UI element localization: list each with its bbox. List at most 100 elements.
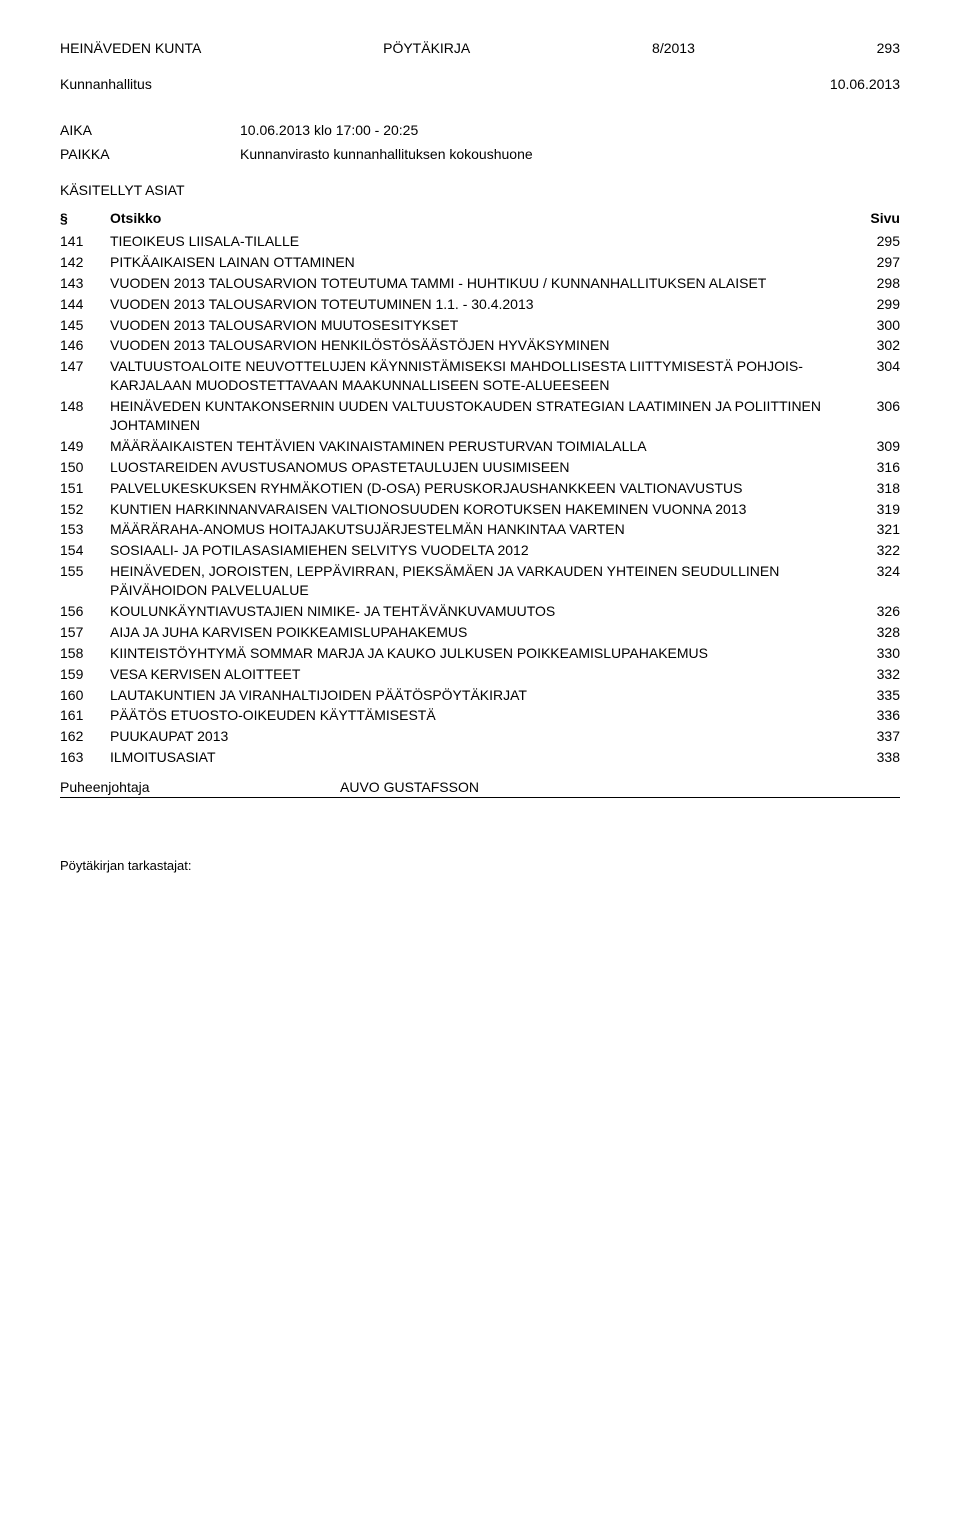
toc-item-num: 149 bbox=[60, 437, 110, 456]
toc-item-page: 332 bbox=[850, 665, 900, 684]
toc-item: 159VESA KERVISEN ALOITTEET332 bbox=[60, 665, 900, 684]
toc-header-num: § bbox=[60, 210, 110, 226]
toc-item: 143VUODEN 2013 TALOUSARVION TOTEUTUMA TA… bbox=[60, 274, 900, 293]
toc-item-page: 322 bbox=[850, 541, 900, 560]
toc-item-title: SOSIAALI- JA POTILASASIAMIEHEN SELVITYS … bbox=[110, 541, 850, 560]
toc-item-num: 152 bbox=[60, 500, 110, 519]
bottom-note: Pöytäkirjan tarkastajat: bbox=[60, 858, 900, 873]
toc-item: 158KIINTEISTÖYHTYMÄ SOMMAR MARJA JA KAUK… bbox=[60, 644, 900, 663]
toc-item: 162PUUKAUPAT 2013337 bbox=[60, 727, 900, 746]
doc-number: 8/2013 bbox=[652, 40, 695, 56]
toc-item-page: 316 bbox=[850, 458, 900, 477]
document-subheader: Kunnanhallitus 10.06.2013 bbox=[60, 76, 900, 92]
toc-item-page: 326 bbox=[850, 602, 900, 621]
toc-item-title: MÄÄRÄAIKAISTEN TEHTÄVIEN VAKINAISTAMINEN… bbox=[110, 437, 850, 456]
toc-item-num: 163 bbox=[60, 748, 110, 767]
toc-item: 147VALTUUSTOALOITE NEUVOTTELUJEN KÄYNNIS… bbox=[60, 357, 900, 395]
toc-item-page: 338 bbox=[850, 748, 900, 767]
toc-item-page: 297 bbox=[850, 253, 900, 272]
toc-item-title: VUODEN 2013 TALOUSARVION MUUTOSESITYKSET bbox=[110, 316, 850, 335]
toc-item-title: PITKÄAIKAISEN LAINAN OTTAMINEN bbox=[110, 253, 850, 272]
toc-item-num: 150 bbox=[60, 458, 110, 477]
toc-item-page: 335 bbox=[850, 686, 900, 705]
chairman-label: Puheenjohtaja bbox=[60, 779, 340, 795]
toc-item: 150LUOSTAREIDEN AVUSTUSANOMUS OPASTETAUL… bbox=[60, 458, 900, 477]
toc-item: 145VUODEN 2013 TALOUSARVION MUUTOSESITYK… bbox=[60, 316, 900, 335]
toc-item-page: 295 bbox=[850, 232, 900, 251]
toc-item-title: LUOSTAREIDEN AVUSTUSANOMUS OPASTETAULUJE… bbox=[110, 458, 850, 477]
toc-item-title: VALTUUSTOALOITE NEUVOTTELUJEN KÄYNNISTÄM… bbox=[110, 357, 850, 395]
toc-item: 153MÄÄRÄRAHA-ANOMUS HOITAJAKUTSUJÄRJESTE… bbox=[60, 520, 900, 539]
toc-item-title: KOULUNKÄYNTIAVUSTAJIEN NIMIKE- JA TEHTÄV… bbox=[110, 602, 850, 621]
toc-item-num: 160 bbox=[60, 686, 110, 705]
toc-header-title: Otsikko bbox=[110, 210, 850, 226]
toc-item-title: AIJA JA JUHA KARVISEN POIKKEAMISLUPAHAKE… bbox=[110, 623, 850, 642]
toc-item-page: 298 bbox=[850, 274, 900, 293]
toc-item-title: PALVELUKESKUKSEN RYHMÄKOTIEN (D-OSA) PER… bbox=[110, 479, 850, 498]
toc-container: 141TIEOIKEUS LIISALA-TILALLE295 142PITKÄA… bbox=[60, 232, 900, 767]
toc-item: 161PÄÄTÖS ETUOSTO-OIKEUDEN KÄYTTÄMISESTÄ… bbox=[60, 706, 900, 725]
toc-item-page: 299 bbox=[850, 295, 900, 314]
toc-item-title: VUODEN 2013 TALOUSARVION HENKILÖSTÖSÄÄST… bbox=[110, 336, 850, 355]
toc-item: 163ILMOITUSASIAT338 bbox=[60, 748, 900, 767]
toc-item: 141TIEOIKEUS LIISALA-TILALLE295 bbox=[60, 232, 900, 251]
place-row: PAIKKA Kunnanvirasto kunnanhallituksen k… bbox=[60, 146, 900, 162]
chairman-name: AUVO GUSTAFSSON bbox=[340, 779, 479, 795]
toc-item-num: 157 bbox=[60, 623, 110, 642]
toc-item-title: HEINÄVEDEN, JOROISTEN, LEPPÄVIRRAN, PIEK… bbox=[110, 562, 850, 600]
toc-header-page: Sivu bbox=[850, 210, 900, 226]
toc-item-page: 324 bbox=[850, 562, 900, 600]
toc-item-num: 145 bbox=[60, 316, 110, 335]
toc-item-title: TIEOIKEUS LIISALA-TILALLE bbox=[110, 232, 850, 251]
toc-item-title: PUUKAUPAT 2013 bbox=[110, 727, 850, 746]
chairman-row: Puheenjohtaja AUVO GUSTAFSSON bbox=[60, 779, 900, 798]
toc-item-page: 302 bbox=[850, 336, 900, 355]
toc-item: 149MÄÄRÄAIKAISTEN TEHTÄVIEN VAKINAISTAMI… bbox=[60, 437, 900, 456]
toc-item: 160LAUTAKUNTIEN JA VIRANHALTIJOIDEN PÄÄT… bbox=[60, 686, 900, 705]
toc-item-title: VUODEN 2013 TALOUSARVION TOTEUTUMINEN 1.… bbox=[110, 295, 850, 314]
toc-item: 154SOSIAALI- JA POTILASASIAMIEHEN SELVIT… bbox=[60, 541, 900, 560]
toc-item-title: KUNTIEN HARKINNANVARAISEN VALTIONOSUUDEN… bbox=[110, 500, 850, 519]
toc-item-num: 159 bbox=[60, 665, 110, 684]
toc-item-num: 161 bbox=[60, 706, 110, 725]
meeting-date: 10.06.2013 bbox=[830, 76, 900, 92]
body-name: Kunnanhallitus bbox=[60, 76, 152, 92]
toc-item-title: LAUTAKUNTIEN JA VIRANHALTIJOIDEN PÄÄTÖSP… bbox=[110, 686, 850, 705]
toc-item-page: 336 bbox=[850, 706, 900, 725]
toc-item-num: 151 bbox=[60, 479, 110, 498]
time-label: AIKA bbox=[60, 122, 240, 138]
toc-item-title: PÄÄTÖS ETUOSTO-OIKEUDEN KÄYTTÄMISESTÄ bbox=[110, 706, 850, 725]
time-value: 10.06.2013 klo 17:00 - 20:25 bbox=[240, 122, 418, 138]
toc-item-title: VUODEN 2013 TALOUSARVION TOTEUTUMA TAMMI… bbox=[110, 274, 850, 293]
toc-item-num: 154 bbox=[60, 541, 110, 560]
toc-item-num: 146 bbox=[60, 336, 110, 355]
toc-item-num: 147 bbox=[60, 357, 110, 395]
toc-item-page: 319 bbox=[850, 500, 900, 519]
toc-item-num: 158 bbox=[60, 644, 110, 663]
toc-item-num: 141 bbox=[60, 232, 110, 251]
toc-item-page: 321 bbox=[850, 520, 900, 539]
toc-item-page: 300 bbox=[850, 316, 900, 335]
toc-item-page: 330 bbox=[850, 644, 900, 663]
time-row: AIKA 10.06.2013 klo 17:00 - 20:25 bbox=[60, 122, 900, 138]
place-label: PAIKKA bbox=[60, 146, 240, 162]
toc-item: 148HEINÄVEDEN KUNTAKONSERNIN UUDEN VALTU… bbox=[60, 397, 900, 435]
toc-item-num: 162 bbox=[60, 727, 110, 746]
toc-item-page: 318 bbox=[850, 479, 900, 498]
toc-item-num: 143 bbox=[60, 274, 110, 293]
toc-item-num: 156 bbox=[60, 602, 110, 621]
toc-item: 142PITKÄAIKAISEN LAINAN OTTAMINEN297 bbox=[60, 253, 900, 272]
toc-item-title: HEINÄVEDEN KUNTAKONSERNIN UUDEN VALTUUST… bbox=[110, 397, 850, 435]
toc-item-page: 304 bbox=[850, 357, 900, 395]
toc-item-title: VESA KERVISEN ALOITTEET bbox=[110, 665, 850, 684]
toc-item-page: 337 bbox=[850, 727, 900, 746]
toc-item-title: KIINTEISTÖYHTYMÄ SOMMAR MARJA JA KAUKO J… bbox=[110, 644, 850, 663]
toc-item: 151PALVELUKESKUKSEN RYHMÄKOTIEN (D-OSA) … bbox=[60, 479, 900, 498]
place-value: Kunnanvirasto kunnanhallituksen kokoushu… bbox=[240, 146, 533, 162]
toc-header: § Otsikko Sivu bbox=[60, 210, 900, 226]
toc-item: 144VUODEN 2013 TALOUSARVION TOTEUTUMINEN… bbox=[60, 295, 900, 314]
section-title: KÄSITELLYT ASIAT bbox=[60, 182, 900, 198]
toc-item: 156KOULUNKÄYNTIAVUSTAJIEN NIMIKE- JA TEH… bbox=[60, 602, 900, 621]
toc-item: 152KUNTIEN HARKINNANVARAISEN VALTIONOSUU… bbox=[60, 500, 900, 519]
document-header: HEINÄVEDEN KUNTA PÖYTÄKIRJA 8/2013 293 bbox=[60, 40, 900, 56]
